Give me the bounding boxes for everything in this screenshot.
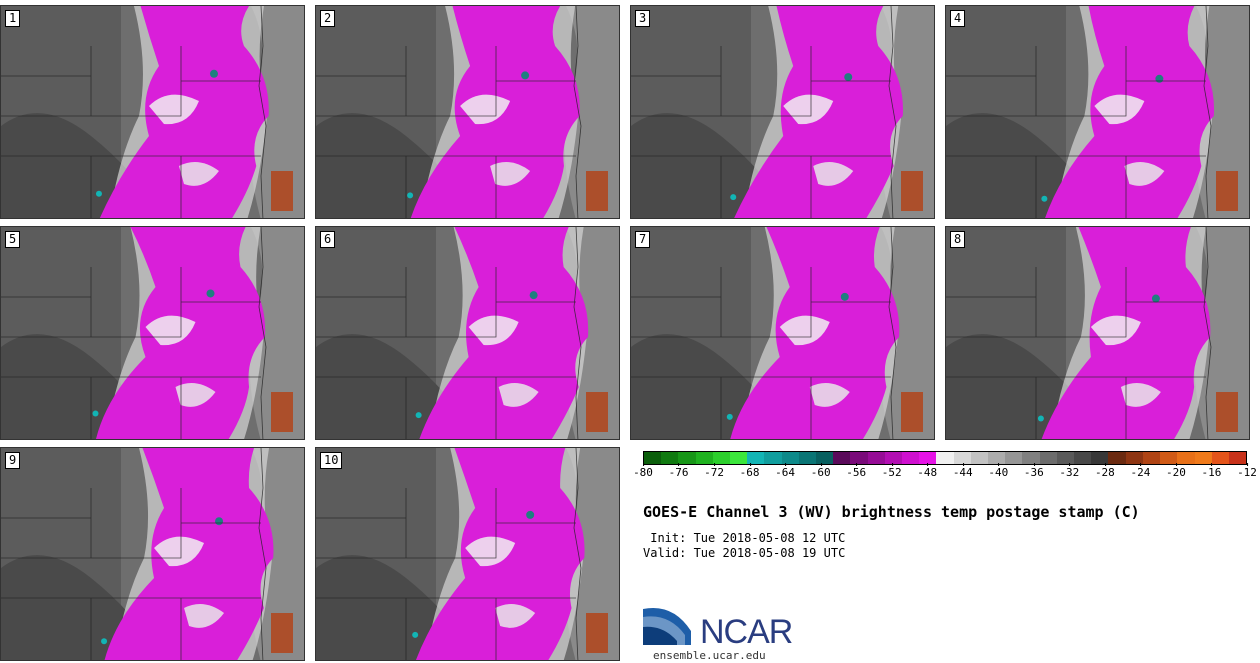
ncar-logo-icon (643, 607, 691, 645)
valid-time: Valid: Tue 2018-05-08 19 UTC (643, 546, 846, 560)
plot-title: GOES-E Channel 3 (WV) brightness temp po… (643, 503, 1140, 521)
colorbar-tick: -32 (1059, 463, 1080, 479)
colorbar-segment (1160, 452, 1178, 464)
colorbar-segment (970, 452, 989, 464)
colorbar-segment (1177, 452, 1195, 464)
colorbar-segment (764, 452, 782, 464)
colorbar-segment (1039, 452, 1057, 464)
website-url: ensemble.ucar.edu (653, 649, 766, 662)
colorbar-segment (644, 452, 662, 464)
colorbar-tick: -48 (917, 463, 938, 479)
colorbar-tick: -20 (1166, 463, 1186, 479)
panel-number: 2 (320, 10, 336, 27)
colorbar-segment (1125, 452, 1143, 464)
colorbar-segment (902, 452, 920, 464)
colorbar-tick: -80 (633, 463, 653, 479)
colorbar-tick-labels: -80 -76 -72 -68 -64 -60 -56 -52 -48 -44 -40 -36 -32-… (633, 463, 1257, 484)
colorbar-tick: -36 (1023, 463, 1044, 479)
colorbar-segment (816, 452, 834, 464)
colorbar-tick: -44 (952, 463, 973, 479)
colorbar-segment (1005, 452, 1023, 464)
stamp-panel: 3 (630, 5, 935, 219)
colorbar-tick: -28 (1094, 463, 1115, 479)
stamp-panel: 8 (945, 226, 1250, 440)
colorbar-segment (798, 452, 817, 464)
colorbar-tick: -40 (988, 463, 1009, 479)
colorbar-segment (781, 452, 799, 464)
panel-number: 6 (320, 231, 336, 248)
colorbar-segment (695, 452, 713, 464)
colorbar-segment (1228, 452, 1247, 464)
colorbar-tick: -76 (668, 463, 689, 479)
colorbar-tick: -52 (881, 463, 902, 479)
colorbar-segment (1194, 452, 1212, 464)
colorbar-tick: -16 (1201, 463, 1222, 479)
colorbar-segment (730, 452, 748, 464)
stamp-panel: 10 (315, 447, 620, 661)
colorbar-segment (833, 452, 851, 464)
colorbar-segment (747, 452, 765, 464)
stamp-panel: 7 (630, 226, 935, 440)
colorbar-segment (1022, 452, 1040, 464)
stamp-panel: 9 (0, 447, 305, 661)
colorbar-segment (884, 452, 903, 464)
colorbar-segment (712, 452, 731, 464)
colorbar-segment (661, 452, 679, 464)
panel-number: 4 (950, 10, 966, 27)
init-time: Init: Tue 2018-05-08 12 UTC (643, 531, 846, 545)
colorbar-segment (850, 452, 868, 464)
panel-number: 10 (320, 452, 343, 469)
colorbar-tick: -64 (775, 463, 796, 479)
colorbar-segment (678, 452, 696, 464)
stamp-panel: 1 (0, 5, 305, 219)
colorbar-segment (1091, 452, 1109, 464)
colorbar-tick: -72 (704, 463, 724, 479)
colorbar-tick: -56 (846, 463, 867, 479)
colorbar-segment (1056, 452, 1075, 464)
stamp-panel: 5 (0, 226, 305, 440)
panel-number: 3 (635, 10, 651, 27)
colorbar (643, 451, 1247, 465)
colorbar-tick: -60 (810, 463, 831, 479)
panel-number: 7 (635, 231, 651, 248)
colorbar-segment (936, 452, 954, 464)
panel-number: 8 (950, 231, 966, 248)
colorbar-segment (1074, 452, 1092, 464)
colorbar-tick: -24 (1130, 463, 1151, 479)
colorbar-segment (919, 452, 937, 464)
colorbar-segment (953, 452, 971, 464)
panel-number: 5 (5, 231, 21, 248)
colorbar-tick: -68 (739, 463, 760, 479)
colorbar-segment (1211, 452, 1229, 464)
panel-number: 1 (5, 10, 21, 27)
stamp-panel: 4 (945, 5, 1250, 219)
colorbar-segment (1108, 452, 1126, 464)
panel-number: 9 (5, 452, 21, 469)
colorbar-segment (1142, 452, 1161, 464)
stamp-panel: 6 (315, 226, 620, 440)
colorbar-segment (867, 452, 885, 464)
stamp-panel: 2 (315, 5, 620, 219)
colorbar-tick: -12 (1237, 463, 1257, 479)
colorbar-segment (988, 452, 1006, 464)
logo-text: NCAR (700, 613, 793, 651)
